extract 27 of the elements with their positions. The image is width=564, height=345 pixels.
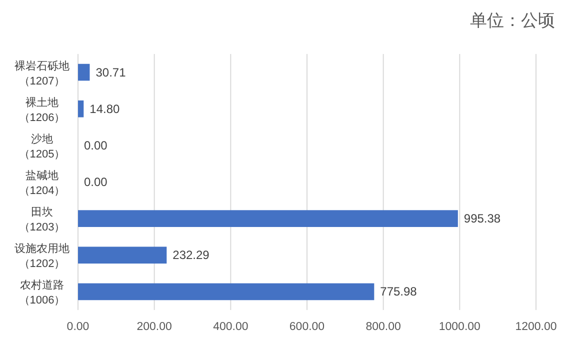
x-tick-label: 600.00 [289, 321, 325, 333]
x-tick-label: 800.00 [366, 321, 401, 333]
chart-title: 单位：公顷 [470, 11, 555, 30]
bar [78, 100, 84, 118]
bar [78, 246, 167, 264]
data-label: 775.98 [380, 284, 418, 299]
y-tick-label: 设施农用地（1202） [14, 242, 70, 270]
y-tick-label: 沙地（1205） [18, 132, 66, 160]
y-tick-label: 农村道路（1006） [18, 278, 66, 307]
x-tick-label: 0.00 [66, 321, 90, 333]
y-tick-label: 裸岩石砾地（1207） [14, 59, 70, 88]
y-tick-label: 盐碱地（1204） [18, 169, 66, 197]
bar [78, 283, 374, 300]
x-tick-label: 1000.00 [438, 321, 480, 333]
bar [78, 64, 90, 81]
data-label: 0.00 [84, 138, 108, 152]
y-tick-label: 裸土地（1206） [18, 96, 66, 124]
data-label: 14.80 [90, 102, 120, 116]
x-tick-label: 400.00 [213, 321, 248, 333]
data-label: 232.29 [172, 248, 210, 262]
data-label: 995.38 [464, 212, 501, 226]
y-tick-label: 田坎（1203） [18, 206, 66, 234]
data-label: 30.71 [96, 65, 126, 80]
data-label: 0.00 [84, 175, 108, 189]
x-tick-label: 1200.00 [515, 321, 557, 333]
bar [78, 210, 458, 227]
x-tick-label: 200.00 [136, 321, 172, 333]
